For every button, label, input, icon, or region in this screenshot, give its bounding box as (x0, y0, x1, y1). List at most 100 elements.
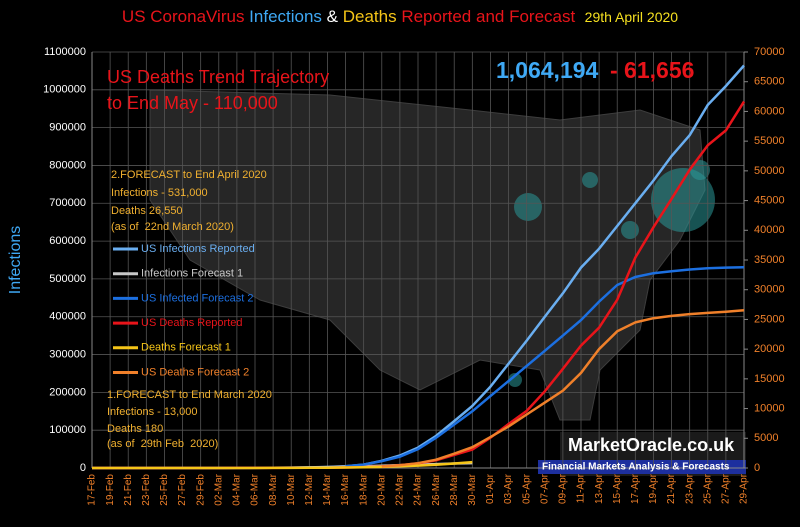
x-tick-label: 18-Mar (358, 473, 369, 505)
legend-label: Infections Forecast 1 (141, 268, 243, 280)
y2-tick-label: 10000 (754, 402, 785, 414)
y2-tick-label: 30000 (754, 284, 785, 296)
y-tick-label: 700000 (49, 197, 86, 209)
title-part: US CoronaVirus (122, 7, 249, 26)
annotation: to End May - 110,000 (107, 93, 278, 113)
x-tick-label: 05-Apr (521, 473, 532, 504)
x-tick-label: 08-Mar (268, 473, 279, 505)
annotation: (as of 22nd March 2020) (111, 221, 234, 233)
x-tick-label: 03-Apr (503, 473, 514, 504)
annotation: US Deaths Trend Trajectory (107, 67, 329, 87)
x-tick-label: 01-Apr (485, 473, 496, 504)
annotation: - 61,656 (610, 57, 694, 83)
annotation: Financial Markets Analysis & Forecasts (542, 462, 730, 473)
map-backdrop (149, 89, 715, 421)
y-tick-label: 500000 (49, 273, 86, 285)
y-tick-label: 600000 (49, 235, 86, 247)
x-tick-label: 28-Mar (449, 473, 460, 505)
x-tick-label: 15-Apr (612, 473, 623, 504)
x-tick-label: 29-Feb (195, 474, 206, 506)
annotation: Deaths 180 (107, 423, 163, 435)
annotation: Infections - 531,000 (111, 187, 208, 199)
map-bubble (514, 193, 542, 221)
x-tick-label: 30-Mar (467, 473, 478, 505)
y2-tick-label: 5000 (754, 432, 778, 444)
map-bubble (690, 160, 710, 180)
logo-bar (538, 460, 746, 474)
x-tick-label: 25-Feb (159, 474, 170, 506)
x-tick-label: 21-Apr (666, 473, 677, 504)
legend-label: US Infections Reported (141, 243, 255, 255)
annotation: Deaths 26,550 (111, 205, 183, 217)
map-bubble (582, 172, 598, 188)
legend-label: Deaths Forecast 1 (141, 342, 231, 354)
series-line (92, 460, 473, 470)
x-tick-label: 23-Feb (141, 474, 152, 506)
annotation: 1.FORECAST to End March 2020 (107, 389, 272, 401)
y-tick-label: 1100000 (44, 46, 86, 58)
x-tick-label: 13-Apr (594, 473, 605, 504)
y-tick-label: 900000 (49, 122, 86, 134)
y-axis-label: Infections (7, 226, 24, 294)
x-tick-label: 11-Apr (576, 473, 587, 503)
x-tick-label: 19-Apr (648, 473, 659, 504)
y-tick-label: 800000 (49, 159, 86, 171)
y-tick-label: 400000 (49, 311, 86, 323)
x-tick-label: 12-Mar (304, 473, 315, 505)
legend-label: US Infected Forecast 2 (141, 292, 254, 304)
y2-tick-label: 15000 (754, 373, 785, 385)
x-tick-label: 21-Feb (123, 474, 134, 506)
x-tick-label: 27-Feb (177, 474, 188, 506)
x-tick-label: 06-Mar (250, 473, 261, 505)
y2-tick-label: 55000 (754, 135, 785, 147)
x-tick-label: 17-Apr (630, 473, 641, 504)
legend-label: US Deaths Reported (141, 317, 243, 329)
x-tick-label: 02-Mar (213, 473, 224, 505)
map-bubble (651, 168, 715, 232)
title-part: Infections (249, 7, 327, 26)
x-tick-label: 07-Apr (539, 473, 550, 504)
title-part: & (327, 7, 343, 26)
y-tick-label: 0 (80, 462, 86, 474)
legend-label: US Deaths Forecast 2 (141, 366, 249, 378)
title-part: Reported and Forecast (401, 7, 584, 26)
annotation: (as of 29th Feb 2020) (107, 438, 218, 450)
annotation: MarketOracle.co.uk (568, 435, 735, 455)
x-tick-label: 16-Mar (340, 473, 351, 505)
x-tick-label: 29-Apr (739, 473, 750, 504)
y2-tick-label: 40000 (754, 224, 785, 236)
y2-tick-label: 20000 (754, 343, 785, 355)
annotation: 1,064,194 (496, 57, 599, 83)
series-line (381, 308, 745, 468)
x-tick-label: 10-Mar (286, 473, 297, 505)
x-tick-label: 22-Mar (395, 473, 406, 505)
y2-tick-label: 45000 (754, 194, 785, 206)
x-tick-label: 26-Mar (431, 473, 442, 505)
x-tick-label: 19-Feb (105, 474, 116, 506)
y2-tick-label: 60000 (754, 105, 785, 117)
y2-tick-label: 0 (754, 462, 760, 474)
annotation: 2.FORECAST to End April 2020 (111, 169, 267, 181)
map-bubble (621, 221, 639, 239)
x-tick-label: 09-Apr (558, 473, 569, 504)
annotation: Infections - 13,000 (107, 406, 198, 418)
y2-tick-label: 35000 (754, 254, 785, 266)
title-part: 29th April 2020 (585, 9, 679, 25)
x-tick-label: 27-Apr (721, 473, 732, 504)
x-tick-label: 20-Mar (376, 473, 387, 505)
x-tick-label: 24-Mar (413, 473, 424, 505)
map-bubble (508, 373, 522, 387)
y2-tick-label: 65000 (754, 76, 785, 88)
title-part: Deaths (343, 7, 402, 26)
y-tick-label: 200000 (49, 386, 86, 398)
y2-tick-label: 25000 (754, 313, 785, 325)
y2-tick-label: 70000 (754, 46, 785, 58)
y-tick-label: 1000000 (43, 84, 86, 96)
x-tick-label: 23-Apr (684, 473, 695, 504)
y2-tick-label: 50000 (754, 165, 785, 177)
x-tick-label: 04-Mar (232, 473, 243, 505)
y-tick-label: 300000 (49, 348, 86, 360)
x-tick-label: 17-Feb (87, 474, 98, 506)
x-tick-label: 25-Apr (702, 473, 713, 504)
